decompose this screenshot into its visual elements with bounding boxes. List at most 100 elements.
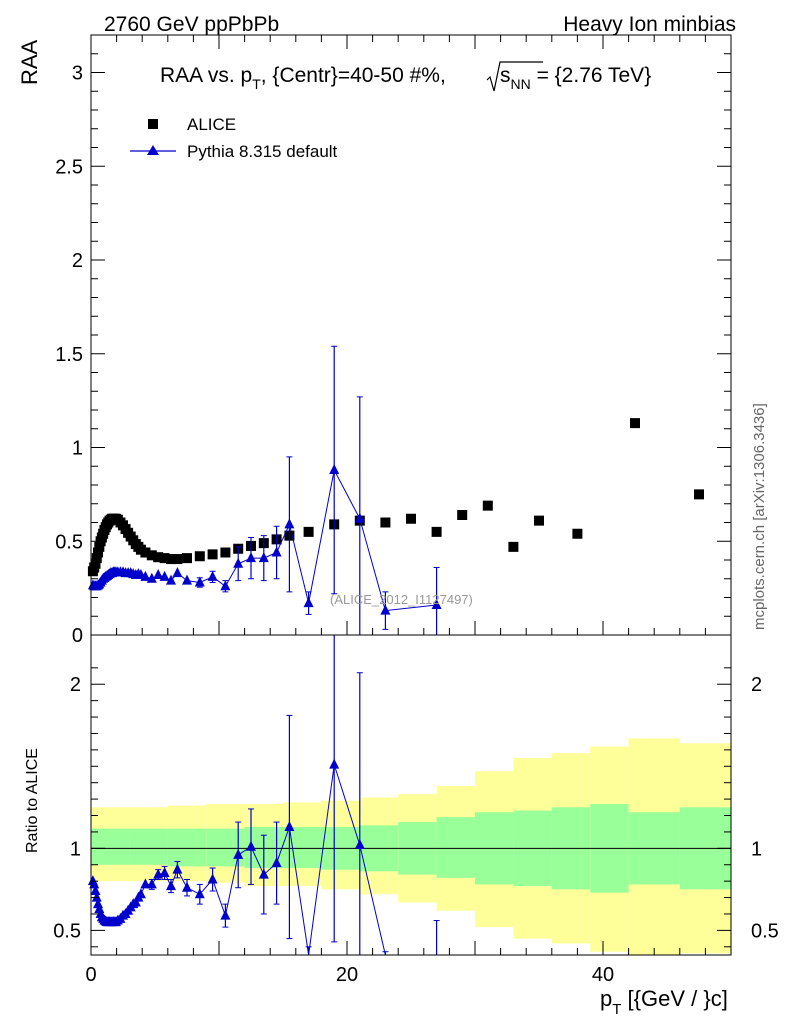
title-tail: = {2.76 TeV} [531,64,651,87]
bottom-y-tick-label-right: 0.5 [751,920,779,942]
ratio-point [284,821,295,831]
pythia-point [380,604,391,615]
pythia-point [194,576,205,587]
bottom-y-tick-label: 2 [70,674,81,696]
alice-point [431,526,442,537]
alice-point [182,553,192,564]
alice-point [153,552,164,563]
title-rest: , {Centr}=40-50 #%, [261,64,446,87]
uncertainty-band-inner [167,828,207,867]
alice-point [166,554,176,565]
bottom-y-tick-label: 1 [70,838,81,860]
legend-mc-marker [147,145,159,155]
ratio-point [258,868,269,879]
ratio-point [89,878,100,889]
ratio-point [246,840,256,851]
ratio-point [194,888,205,899]
pythia-point [140,570,151,581]
pythia-point [271,546,282,557]
ratio-point [135,888,146,899]
x-tick-label: 40 [592,964,614,986]
pythia-point [303,597,314,608]
pythia-point [284,518,295,529]
pythia-point [220,580,231,591]
alice-point [93,547,104,558]
alice-point [194,551,205,562]
ratio-point [233,848,244,859]
alice-point [508,541,519,552]
bottom-frame [90,634,732,956]
bottom-y-label: Ratio to ALICE [24,748,41,853]
legend-data-label: ALICE [187,115,236,134]
alice-point [380,517,391,528]
ratio-point [159,866,170,877]
top-panel: 0.5 1 1.5 2 2.5 3 0 RAA RAA vs. pT, {Centr}=40… [17,34,732,647]
watermark: (ALICE_2012_I1127497) [330,592,473,607]
ratio-point [166,880,176,891]
title-sqrt: sNN = {2.76 TeV} [500,64,651,92]
top-y-tick-label: 0.5 [55,531,83,553]
pythia-point [233,557,244,568]
ratio-point [182,881,192,892]
top-y-tick-label: 2 [72,250,83,272]
pythia-point [207,570,218,581]
alice-point [159,553,170,564]
alice-point [172,554,183,565]
x-tick-label: 20 [336,964,358,986]
uncertainty-band-inner [436,817,475,878]
x-axis-label: pT [{GeV / }c] [600,986,728,1018]
title-sqrt-s: s [500,64,511,87]
pythia-point [166,574,176,585]
bottom-panel: 0.5 0.51 12 20 20 40 Ratio to ALICE pT [{GeV … [24,634,779,1018]
top-title: RAA vs. pT, {Centr}=40-50 #%, [160,64,446,92]
top-y-tick-label: 3 [72,63,83,85]
top-y-label: RAA [17,39,42,85]
uncertainty-band-inner [129,828,168,865]
alice-point [207,549,218,560]
ratio-point [354,839,365,850]
top-y-zero-label: 0 [72,625,83,647]
pythia-point [329,464,340,474]
legend-data-marker [148,119,158,129]
alice-point [694,489,704,500]
ratio-point [140,878,151,889]
top-y-tick-label: 1 [72,438,83,460]
alice-point [303,526,314,537]
top-y-tick-label: 1.5 [55,344,83,366]
pythia-point [172,567,183,578]
alice-point [91,553,102,564]
pythia-point [146,572,157,583]
pythia-point [153,569,164,579]
ratio-point [207,873,218,884]
uncertainty-band-inner [206,828,245,867]
alice-point [572,528,583,539]
pythia-point [159,570,170,581]
top-y-tick-label: 2.5 [55,156,83,178]
alice-point [220,547,231,558]
pythia-point [431,599,442,609]
x-label-main: p [600,986,612,1011]
header-left: 2760 GeV ppPbPb [104,13,279,36]
pythia-point [246,552,256,563]
bottom-y-tick-label-right: 1 [751,838,762,860]
pythia-point [258,552,269,563]
x-label-rest: [{GeV / }c] [621,986,727,1011]
alice-point [482,500,493,511]
alice-point [630,418,640,429]
ratio-point [90,885,101,895]
pythia-point [182,574,192,585]
ratio-point [91,891,102,902]
bottom-y-tick-label: 0.5 [53,920,81,942]
title-sub: T [252,76,261,92]
x-label-sub: T [612,1001,621,1018]
alice-point [94,541,105,552]
ratio-point [172,863,183,874]
ratio-point [220,909,231,920]
bottom-y-tick-label-right: 2 [751,674,762,696]
ratio-point [329,758,340,769]
side-label: mcplots.cern.ch [arXiv:1306.3436] [751,403,768,630]
alice-point [90,558,101,569]
uncertainty-band-inner [283,827,322,869]
alice-point [534,515,544,526]
